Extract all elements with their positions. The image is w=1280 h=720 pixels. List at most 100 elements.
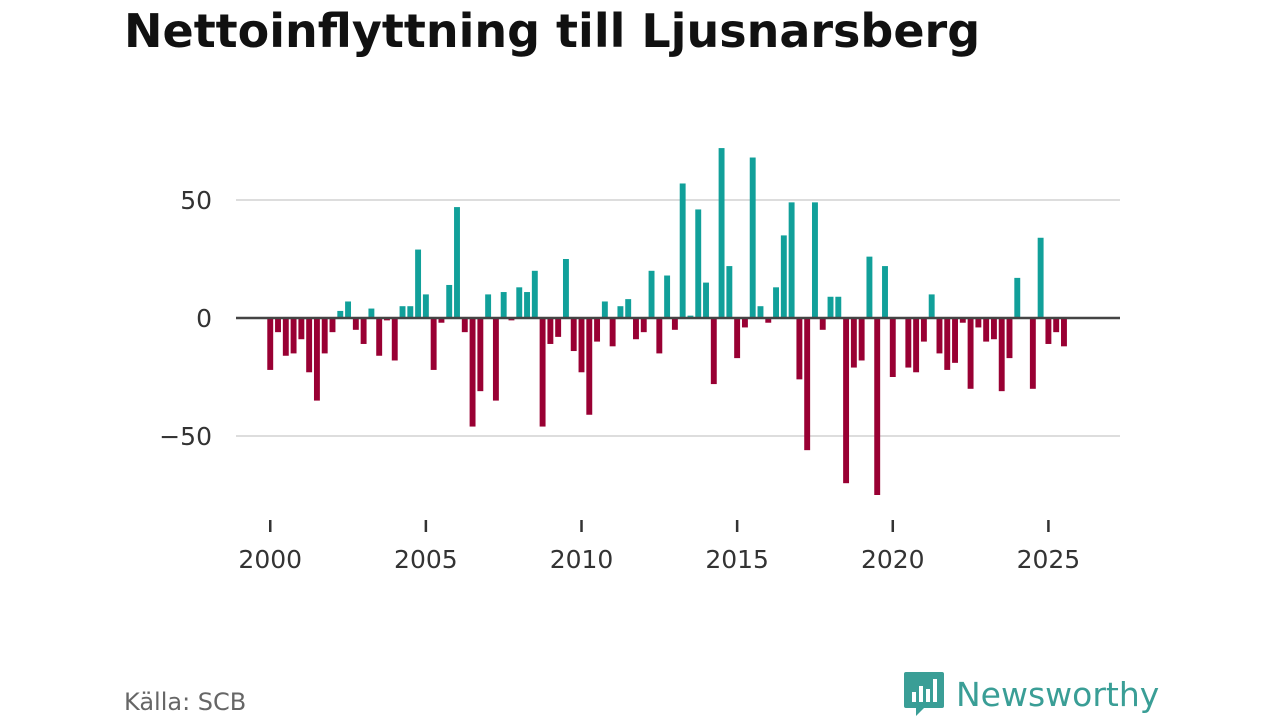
bar bbox=[936, 318, 943, 354]
bar bbox=[337, 310, 344, 318]
x-tick-label: 2025 bbox=[1017, 545, 1081, 574]
bar bbox=[407, 306, 414, 318]
bar bbox=[446, 284, 453, 318]
bar bbox=[1061, 318, 1067, 347]
bar bbox=[422, 294, 429, 318]
brand-logo[interactable]: Newsworthy bbox=[902, 670, 1159, 718]
bar bbox=[679, 183, 686, 318]
bar bbox=[780, 235, 787, 318]
bar bbox=[430, 318, 437, 370]
bar bbox=[524, 292, 530, 318]
bar bbox=[586, 318, 593, 415]
bar bbox=[695, 209, 702, 318]
bar bbox=[415, 249, 422, 318]
bar bbox=[485, 294, 492, 318]
newsworthy-logo-icon bbox=[904, 672, 944, 716]
x-tick-label: 2005 bbox=[394, 545, 458, 574]
bar bbox=[1053, 318, 1060, 333]
chart-area: 50 0 −50 2000 2005 2010 2015 2020 2025 bbox=[159, 148, 1120, 574]
bar bbox=[928, 294, 935, 318]
bar bbox=[454, 207, 460, 318]
bar-series bbox=[267, 148, 1067, 495]
bar bbox=[990, 318, 997, 340]
bar bbox=[819, 318, 826, 330]
bar bbox=[1014, 277, 1021, 318]
bar bbox=[376, 318, 383, 356]
chart-title: Nettoinflyttning till Ljusnarsberg bbox=[124, 4, 981, 58]
bar bbox=[609, 318, 616, 347]
bar bbox=[570, 318, 577, 352]
bar bbox=[710, 318, 717, 385]
bar bbox=[944, 318, 951, 370]
bar bbox=[952, 318, 958, 363]
bar bbox=[749, 157, 756, 318]
bar bbox=[368, 308, 375, 318]
bar bbox=[492, 318, 499, 401]
bar bbox=[633, 318, 639, 340]
bar bbox=[850, 318, 857, 368]
bar bbox=[843, 318, 850, 484]
bar bbox=[773, 287, 779, 318]
bar bbox=[788, 202, 795, 318]
bar bbox=[648, 270, 655, 318]
bar bbox=[1029, 318, 1036, 389]
bar bbox=[313, 318, 320, 401]
bar bbox=[827, 296, 834, 318]
bar bbox=[500, 292, 507, 318]
bar bbox=[671, 318, 678, 330]
bar bbox=[360, 318, 367, 344]
bar bbox=[290, 318, 297, 354]
bar bbox=[321, 318, 328, 354]
bar bbox=[391, 318, 398, 361]
gridlines bbox=[236, 199, 1120, 437]
bar bbox=[539, 318, 546, 427]
bar bbox=[352, 318, 359, 330]
bar bbox=[703, 282, 709, 318]
bar bbox=[858, 318, 865, 361]
bar bbox=[920, 318, 927, 342]
y-tick-label: 0 bbox=[196, 304, 212, 333]
bar bbox=[913, 318, 920, 373]
bar bbox=[298, 318, 305, 340]
bar bbox=[757, 306, 764, 318]
bar bbox=[555, 318, 562, 337]
brand-name: Newsworthy bbox=[956, 674, 1160, 714]
bar bbox=[601, 301, 608, 318]
bar bbox=[594, 318, 601, 342]
bar bbox=[718, 148, 725, 318]
source-note: Källa: SCB bbox=[124, 688, 247, 716]
bar bbox=[905, 318, 912, 368]
x-tick-label: 2015 bbox=[705, 545, 769, 574]
x-tick-label: 2020 bbox=[861, 545, 925, 574]
bar bbox=[1037, 237, 1044, 318]
bar bbox=[959, 318, 966, 323]
bar bbox=[345, 301, 352, 318]
bar bbox=[734, 318, 741, 359]
bar bbox=[741, 318, 748, 328]
y-axis: 50 0 −50 bbox=[159, 186, 212, 451]
bar bbox=[531, 270, 538, 318]
bar bbox=[983, 318, 990, 342]
bar bbox=[516, 287, 523, 318]
bar bbox=[804, 318, 811, 451]
x-axis: 2000 2005 2010 2015 2020 2025 bbox=[238, 520, 1080, 574]
x-tick-label: 2010 bbox=[550, 545, 614, 574]
bar bbox=[547, 318, 554, 344]
bar bbox=[617, 306, 624, 318]
bar bbox=[1045, 318, 1052, 344]
bar bbox=[399, 306, 406, 318]
bar bbox=[1006, 318, 1013, 359]
bar bbox=[438, 318, 445, 323]
y-tick-label: −50 bbox=[159, 422, 212, 451]
y-tick-label: 50 bbox=[180, 186, 212, 215]
bar bbox=[835, 296, 842, 318]
bar bbox=[656, 318, 663, 354]
bar bbox=[866, 256, 873, 318]
bar bbox=[461, 318, 468, 333]
bar bbox=[664, 275, 671, 318]
bar bbox=[267, 318, 274, 370]
bar bbox=[625, 299, 632, 318]
bar bbox=[882, 266, 888, 318]
bar bbox=[998, 318, 1005, 392]
bar bbox=[477, 318, 484, 392]
